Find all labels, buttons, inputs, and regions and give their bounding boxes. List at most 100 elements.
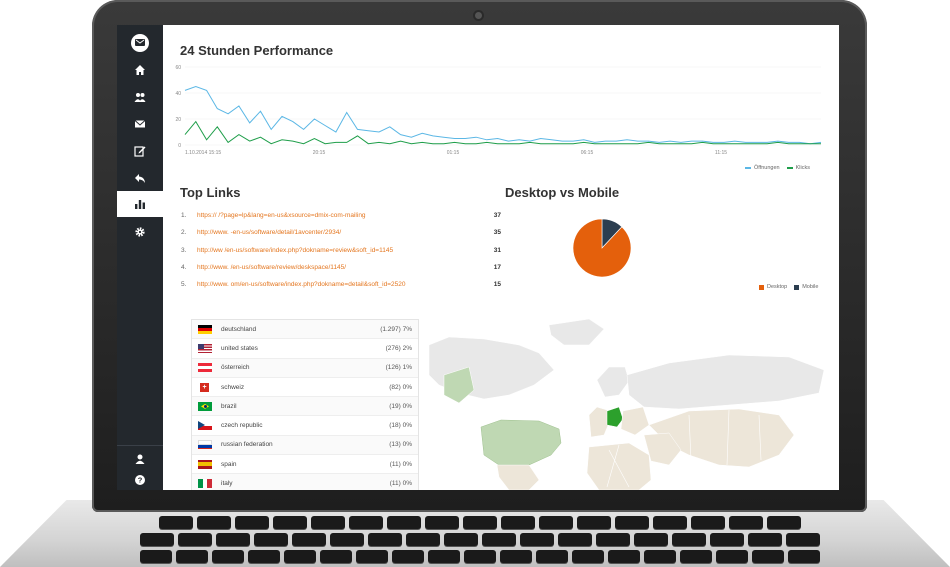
legend-label-desktop: Desktop (767, 284, 788, 290)
table-row[interactable]: deutschland (1.297) 7% (192, 320, 418, 340)
webcam (475, 12, 482, 19)
legend-swatch-openings (745, 167, 751, 169)
country-value: (11) 0% (389, 460, 412, 468)
top-links-list: 1. https:// /?page=lp&lang=en-us&xsource… (181, 207, 501, 293)
country-value: (11) 0% (389, 480, 412, 488)
logo-icon[interactable] (131, 34, 149, 52)
country-name: italy (221, 480, 233, 488)
x-tick-label: 11:15 (715, 150, 727, 155)
y-tick-label: 40 (175, 91, 181, 97)
legend-label-openings: Öffnungen (754, 165, 780, 171)
gear-icon[interactable] (117, 219, 163, 245)
country-table: deutschland (1.297) 7% united states (27… (191, 319, 419, 490)
top-links-title: Top Links (180, 185, 241, 200)
country-name: czech republic (221, 422, 263, 430)
legend-swatch-clicks (786, 167, 793, 169)
map-middle-east (643, 432, 682, 466)
map-eastern-europe (620, 406, 650, 436)
x-tick-label: 20:15 (313, 150, 326, 155)
table-row[interactable]: österreich (126) 1% (192, 358, 418, 378)
svg-text:?: ? (138, 476, 143, 485)
reply-icon[interactable] (117, 165, 163, 191)
flag-switzerland-icon: + (200, 382, 209, 392)
list-item: 2. http://www. -en-us/software/detail/1a… (181, 224, 501, 241)
chart-icon[interactable] (117, 191, 163, 217)
table-row[interactable]: czech republic (18) 0% (192, 416, 418, 436)
edit-icon[interactable] (117, 138, 163, 164)
link-rank: 1. (181, 212, 187, 220)
x-tick-label: 06:15 (581, 150, 594, 155)
map-russia (626, 354, 825, 410)
country-name: österreich (221, 364, 250, 372)
table-row[interactable]: united states (276) 2% (192, 339, 418, 359)
table-row[interactable]: brazil (19) 0% (192, 397, 418, 417)
pie-legend: Desktop Mobile (759, 284, 818, 290)
flag-czech-icon (198, 421, 212, 431)
table-row[interactable]: spain (11) 0% (192, 455, 418, 475)
link-rank: 4. (181, 264, 187, 272)
link-url[interactable]: http://www. om/en-us/software/index.php?… (197, 281, 406, 289)
table-row[interactable]: + schweiz (82) 0% (192, 378, 418, 398)
country-value: (18) 0% (389, 422, 412, 430)
map-scandinavia (596, 366, 630, 398)
link-count: 37 (493, 212, 501, 220)
y-tick-label: 20 (175, 117, 181, 123)
users-icon[interactable] (117, 84, 163, 110)
link-rank: 5. (181, 281, 187, 289)
list-item: 5. http://www. om/en-us/software/index.p… (181, 276, 501, 293)
sidebar: ? (117, 25, 163, 490)
performance-chart: 60 40 20 0 1.10.2014 15:15 20:15 01:15 06:15 11:… (175, 65, 822, 155)
desktop-mobile-title: Desktop vs Mobile (505, 185, 620, 200)
series-line-clicks (184, 120, 821, 145)
legend-label-clicks: Klicks (795, 165, 810, 171)
link-rank: 2. (181, 229, 187, 237)
country-value: (126) 1% (385, 364, 412, 372)
pie-slice-desktop (572, 218, 632, 278)
y-tick-label: 60 (175, 65, 181, 71)
help-icon[interactable]: ? (117, 467, 163, 490)
country-name: deutschland (221, 325, 257, 333)
flag-italy-icon (198, 479, 212, 489)
country-name: schweiz (221, 383, 245, 391)
map-alaska (443, 366, 475, 404)
home-icon[interactable] (117, 57, 163, 83)
flag-spain-icon (198, 459, 212, 469)
legend-swatch-desktop (759, 284, 764, 290)
y-tick-label: 0 (178, 143, 181, 149)
link-url[interactable]: http://www. /en-us/software/review/desks… (197, 264, 347, 272)
country-name: spain (221, 460, 237, 468)
map-asia (648, 408, 795, 468)
map-borders (606, 409, 762, 488)
flag-germany-icon (198, 324, 212, 334)
map-western-europe (588, 406, 610, 438)
link-count: 35 (493, 229, 501, 237)
sidebar-divider (117, 445, 163, 446)
link-count: 15 (493, 281, 501, 289)
legend-label-mobile: Mobile (802, 284, 819, 290)
map-greenland (548, 318, 605, 346)
link-url[interactable]: http://www. -en-us/software/detail/1avce… (197, 229, 342, 237)
map-mexico (496, 464, 540, 490)
link-url[interactable]: https:// /?page=lp&lang=en-us&xsource=dm… (197, 212, 366, 220)
country-value: (82) 0% (389, 383, 412, 391)
country-name: russian federation (221, 441, 273, 449)
country-value: (276) 2% (385, 344, 412, 352)
link-count: 17 (493, 264, 501, 272)
country-name: united states (221, 344, 258, 352)
country-value: (19) 0% (389, 402, 412, 410)
flag-usa-icon (198, 343, 212, 353)
user-icon[interactable] (117, 446, 163, 472)
flag-brazil-icon (198, 401, 212, 411)
world-map[interactable] (429, 315, 839, 490)
legend-swatch-mobile (794, 284, 800, 290)
country-value: (13) 0% (389, 441, 412, 449)
performance-legend: Öffnungen Klicks (745, 165, 810, 171)
table-row[interactable]: russian federation (13) 0% (192, 435, 418, 456)
link-url[interactable]: http://ww /en-us/software/index.php?dokn… (197, 246, 394, 254)
map-africa (586, 442, 652, 490)
performance-title: 24 Stunden Performance (180, 43, 334, 58)
mail-icon[interactable] (117, 111, 163, 137)
flag-austria-icon (198, 363, 212, 373)
list-item: 3. http://ww /en-us/software/index.php?d… (181, 242, 501, 259)
table-row[interactable]: italy (11) 0% (192, 474, 418, 490)
